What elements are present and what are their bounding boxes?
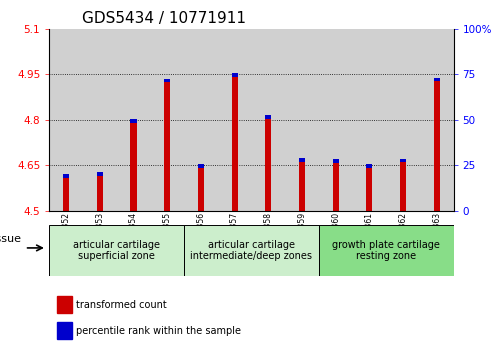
Bar bbox=[97, 172, 103, 176]
Bar bbox=[218, 29, 251, 211]
Bar bbox=[232, 73, 238, 77]
Bar bbox=[184, 29, 218, 211]
Bar bbox=[131, 121, 137, 211]
Bar bbox=[366, 166, 372, 211]
Bar bbox=[184, 225, 319, 276]
Bar bbox=[386, 29, 420, 211]
Bar bbox=[97, 174, 103, 211]
Text: GDS5434 / 10771911: GDS5434 / 10771911 bbox=[82, 12, 246, 26]
Bar bbox=[319, 225, 454, 276]
Bar bbox=[434, 79, 440, 211]
Bar bbox=[232, 75, 238, 211]
Bar bbox=[366, 164, 372, 168]
Bar bbox=[49, 29, 83, 211]
Text: tissue: tissue bbox=[0, 234, 22, 244]
Bar bbox=[164, 79, 170, 82]
Bar bbox=[319, 29, 352, 211]
Text: growth plate cartilage
resting zone: growth plate cartilage resting zone bbox=[332, 240, 440, 261]
Bar bbox=[164, 81, 170, 211]
Bar bbox=[57, 322, 71, 339]
Bar bbox=[352, 29, 386, 211]
Bar bbox=[434, 78, 440, 81]
Bar bbox=[63, 174, 69, 178]
Bar bbox=[400, 161, 406, 211]
Bar bbox=[198, 166, 204, 211]
Text: percentile rank within the sample: percentile rank within the sample bbox=[75, 326, 241, 336]
Bar bbox=[57, 296, 71, 313]
Bar bbox=[265, 115, 271, 119]
Bar bbox=[251, 29, 285, 211]
Bar bbox=[420, 29, 454, 211]
Text: articular cartilage
intermediate/deep zones: articular cartilage intermediate/deep zo… bbox=[190, 240, 313, 261]
Bar bbox=[299, 158, 305, 162]
Bar bbox=[63, 176, 69, 211]
Bar bbox=[299, 160, 305, 211]
Bar bbox=[333, 161, 339, 211]
Text: articular cartilage
superficial zone: articular cartilage superficial zone bbox=[73, 240, 160, 261]
Bar bbox=[285, 29, 319, 211]
Bar bbox=[198, 164, 204, 168]
Bar bbox=[131, 119, 137, 123]
Bar bbox=[49, 225, 184, 276]
Bar bbox=[117, 29, 150, 211]
Bar bbox=[83, 29, 117, 211]
Bar bbox=[333, 159, 339, 163]
Bar bbox=[400, 159, 406, 163]
Text: transformed count: transformed count bbox=[75, 300, 166, 310]
Bar bbox=[150, 29, 184, 211]
Bar bbox=[265, 117, 271, 211]
